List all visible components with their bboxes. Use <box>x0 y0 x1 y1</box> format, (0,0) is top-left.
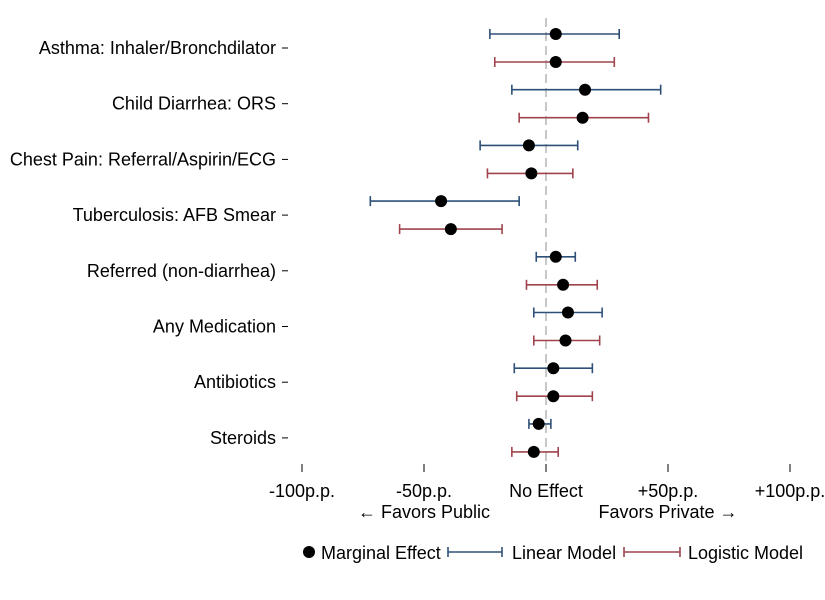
y-tick-label: Steroids <box>210 428 276 448</box>
y-axis: Asthma: Inhaler/Bronchdilator Child Diarr… <box>10 38 288 448</box>
point-estimate <box>549 56 562 68</box>
point-estimate <box>532 417 545 430</box>
x-tick-label: No Effect <box>509 481 583 501</box>
x-tick-label: -50p.p. <box>396 481 452 501</box>
y-tick-label: Asthma: Inhaler/Bronchdilator <box>39 38 276 58</box>
point-estimate <box>435 195 448 208</box>
series-linear-model <box>369 28 662 430</box>
point-estimate <box>527 445 540 458</box>
legend-marker-logistic <box>623 547 681 557</box>
point-estimate <box>547 390 560 403</box>
series-logistic-model <box>398 56 650 458</box>
favors-private-label: Favors Private → <box>598 502 737 522</box>
legend: Marginal Effect Linear Model Logistic Mo… <box>303 543 803 563</box>
point-estimate <box>444 223 457 236</box>
x-tick-label: +100p.p. <box>755 481 825 501</box>
legend-label-marginal-effect: Marginal Effect <box>321 543 441 563</box>
x-axis: -100p.p. -50p.p. No Effect +50p.p. +100p.p. <box>269 464 825 501</box>
point-estimate <box>547 362 560 375</box>
point-estimate <box>579 83 592 96</box>
y-tick-label: Tuberculosis: AFB Smear <box>73 205 276 225</box>
x-tick-label: -100p.p. <box>269 481 335 501</box>
favors-public-label: ← Favors Public <box>358 502 490 522</box>
x-tick-label: +50p.p. <box>638 481 699 501</box>
y-tick-label: Referred (non-diarrhea) <box>87 261 276 281</box>
point-estimate <box>557 278 570 291</box>
y-tick-label: Chest Pain: Referral/Aspirin/ECG <box>10 149 276 169</box>
point-estimate <box>522 139 535 152</box>
y-tick-label: Antibiotics <box>194 372 276 392</box>
y-tick-label: Any Medication <box>153 317 276 337</box>
point-estimate <box>559 334 572 347</box>
legend-marker-point <box>303 546 315 558</box>
legend-label-linear-model: Linear Model <box>512 543 616 563</box>
y-tick-label: Child Diarrhea: ORS <box>112 94 276 114</box>
point-estimate <box>549 28 562 40</box>
point-estimate <box>549 250 562 263</box>
series-layer <box>369 28 662 458</box>
point-estimate <box>561 306 574 319</box>
legend-marker-linear <box>447 547 503 557</box>
legend-label-logistic-model: Logistic Model <box>688 543 803 563</box>
point-estimate <box>576 111 589 124</box>
point-estimate <box>525 167 538 180</box>
